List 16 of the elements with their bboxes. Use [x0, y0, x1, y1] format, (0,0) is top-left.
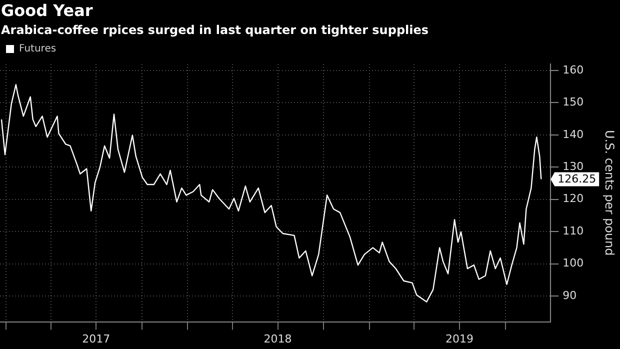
annotation: 126.25: [558, 172, 596, 186]
chart-title: Good Year: [1, 1, 93, 20]
y-tick-label: 110: [562, 224, 584, 238]
x-tick-label: 2019: [446, 332, 474, 346]
y-tick-label: 130: [562, 160, 584, 173]
y-tick-label: 150: [562, 96, 584, 109]
y-tick-label: 100: [562, 256, 584, 270]
legend-label: Futures: [19, 44, 56, 55]
y-tick-label: 140: [562, 128, 584, 141]
x-tick-label: 2017: [82, 332, 110, 346]
y-tick-label: 90: [562, 288, 577, 302]
chart-subtitle: Arabica-coffee rpices surged in last quarter on tighter supplies: [1, 23, 429, 37]
y-axis-title: U.S. cents per pound: [602, 130, 617, 256]
y-tick-label: 160: [562, 63, 584, 76]
x-tick-label: 2018: [264, 332, 292, 346]
y-tick-label: 120: [562, 192, 584, 206]
